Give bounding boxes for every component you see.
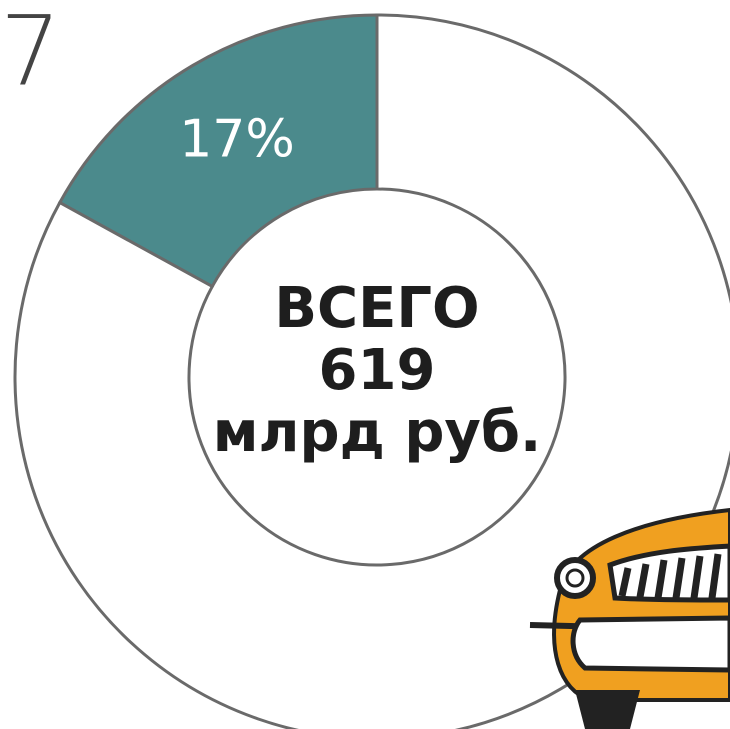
center-label: 619	[319, 338, 436, 403]
value-label: 17%	[179, 109, 295, 169]
center-label: млрд руб.	[213, 400, 542, 465]
center-label: ВСЕГО	[274, 276, 479, 341]
chart: 7 17% ВСЕГО619млрд руб.	[0, 0, 730, 729]
annotation: 7	[0, 0, 61, 107]
